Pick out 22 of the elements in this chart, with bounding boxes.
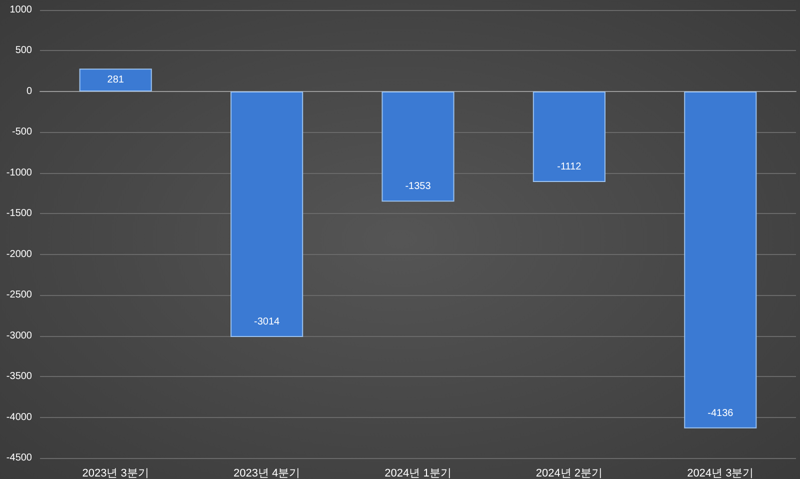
x-tick-label: 2023년 3분기 (82, 468, 149, 479)
x-tick-label: 2024년 2분기 (536, 468, 603, 479)
y-tick-label: -3000 (6, 330, 32, 342)
y-tick-label: -500 (12, 126, 32, 138)
x-tick-label: 2023년 4분기 (233, 468, 300, 479)
data-label: -3014 (254, 316, 280, 328)
y-tick-label: -3500 (6, 371, 32, 382)
y-tick-label: 0 (26, 86, 32, 97)
y-tick-label: -4000 (6, 412, 32, 423)
y-tick-label: 1000 (10, 4, 32, 16)
data-label: -1353 (405, 181, 432, 192)
data-label: -4136 (708, 408, 734, 419)
y-tick-label: -2500 (6, 290, 32, 301)
y-tick-label: 500 (15, 45, 32, 56)
y-tick-label: -1000 (6, 167, 32, 178)
x-tick-label: 2024년 1분기 (384, 468, 452, 479)
data-label: -1112 (557, 162, 582, 173)
y-tick-label: -1500 (6, 208, 32, 220)
y-tick-label: -4500 (6, 452, 32, 464)
data-label: 281 (107, 74, 124, 86)
x-tick-label: 2024년 3분기 (687, 468, 754, 479)
y-tick-label: -2000 (6, 248, 32, 260)
